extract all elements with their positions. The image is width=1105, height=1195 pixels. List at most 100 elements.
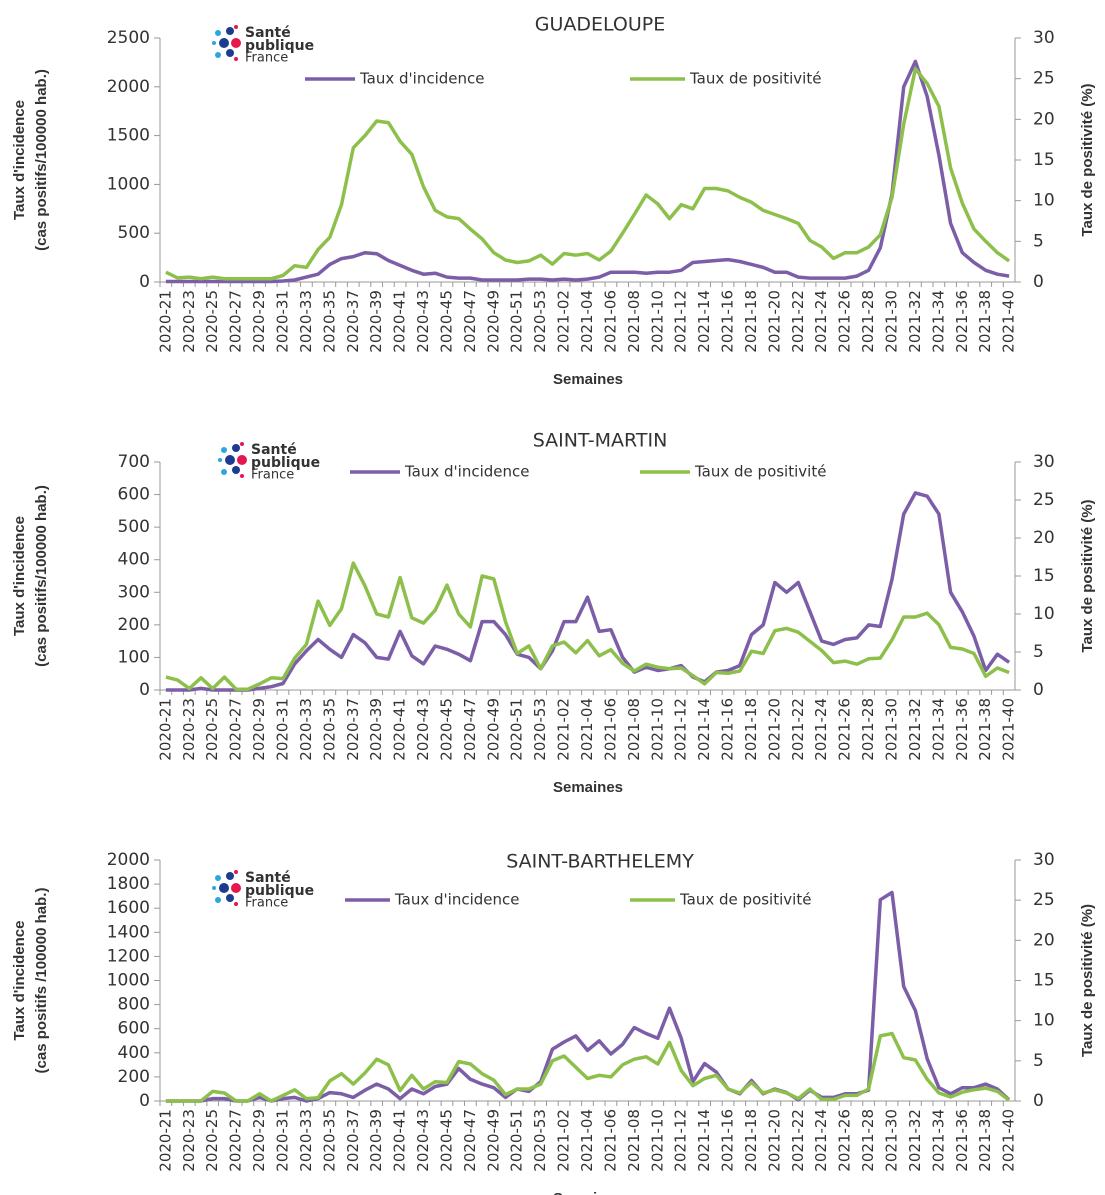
x-tick-label: 2021-26 <box>836 698 854 761</box>
x-tick-label: 2021-08 <box>625 698 643 761</box>
x-tick-label: 2020-25 <box>203 290 221 353</box>
x-tick-label: 2020-43 <box>414 290 432 353</box>
logo-dot <box>218 458 222 462</box>
x-tick-label: 2021-06 <box>601 1109 619 1172</box>
x-tick-label: 2021-30 <box>883 698 901 761</box>
series-line <box>165 561 1010 691</box>
x-tick-label: 2021-10 <box>648 1109 666 1172</box>
y-tick-label: 400 <box>118 550 150 570</box>
y-tick-label: 1000 <box>107 174 150 194</box>
logo-dot <box>215 875 221 881</box>
x-tick-label: 2021-34 <box>929 698 947 761</box>
x-tick-label: 2020-21 <box>156 290 174 353</box>
y-tick-label: 1400 <box>107 922 150 942</box>
logo-dot <box>240 442 244 446</box>
y2-tick-label: 30 <box>1033 452 1055 472</box>
x-tick-label: 2020-49 <box>484 698 502 761</box>
x-tick-label: 2020-47 <box>461 290 479 353</box>
y2-tick-label: 20 <box>1033 930 1055 950</box>
y2-tick-label: 15 <box>1033 150 1055 170</box>
x-tick-label: 2020-47 <box>461 698 479 761</box>
x-tick-label: 2021-20 <box>765 698 783 761</box>
y2-axis-label: Taux de positivité (%) <box>1079 904 1096 1057</box>
y-tick-label: 800 <box>118 995 150 1015</box>
y-tick-label: 600 <box>118 1019 150 1039</box>
x-tick-label: 2020-37 <box>344 1109 362 1172</box>
x-tick-label: 2020-25 <box>203 698 221 761</box>
legend-label: Taux d'incidence <box>359 70 485 88</box>
x-tick-label: 2020-39 <box>367 290 385 353</box>
y-axis-label: (cas positifs/100000 hab.) <box>33 69 50 251</box>
y-tick-label: 2500 <box>107 28 150 48</box>
x-tick-label: 2021-34 <box>929 290 947 353</box>
x-tick-label: 2021-38 <box>976 290 994 353</box>
x-tick-label: 2020-45 <box>437 698 455 761</box>
x-tick-label: 2021-36 <box>953 290 971 353</box>
y-axis-label: (cas positifs /100000 hab.) <box>33 888 50 1074</box>
x-tick-label: 2020-23 <box>180 290 198 353</box>
x-tick-label: 2020-41 <box>391 290 409 353</box>
series-line <box>165 491 1011 692</box>
x-tick-label: 2020-35 <box>320 698 338 761</box>
legend-label: Taux de positivité <box>679 891 811 909</box>
logo-text: Santé <box>251 442 297 458</box>
x-tick-label: 2020-37 <box>344 290 362 353</box>
x-tick-label: 2021-32 <box>906 698 924 761</box>
y2-tick-label: 5 <box>1033 231 1044 251</box>
y2-tick-label: 25 <box>1033 69 1055 89</box>
y-tick-label: 1600 <box>107 898 150 918</box>
chart-title: SAINT-MARTIN <box>533 430 668 452</box>
logo-dot <box>232 466 240 474</box>
logo-dot <box>234 902 238 906</box>
x-tick-label: 2020-47 <box>461 1109 479 1172</box>
x-tick-label: 2021-08 <box>625 1109 643 1172</box>
x-tick-label: 2020-41 <box>391 1109 409 1172</box>
x-tick-label: 2021-32 <box>906 1109 924 1172</box>
legend-label: Taux d'incidence <box>404 463 530 481</box>
y-tick-label: 2000 <box>107 850 150 870</box>
y-tick-label: 500 <box>118 517 150 537</box>
y-tick-label: 200 <box>118 615 150 635</box>
logo-text: France <box>245 51 288 66</box>
legend-label: Taux d'incidence <box>394 891 520 909</box>
x-tick-label: 2021-40 <box>1000 698 1018 761</box>
x-tick-label: 2020-45 <box>437 1109 455 1172</box>
series-line <box>165 1031 1011 1103</box>
x-tick-label: 2020-27 <box>227 290 245 353</box>
logo-dot <box>231 38 241 48</box>
x-tick-label: 2021-22 <box>789 290 807 353</box>
x-tick-label: 2021-28 <box>859 290 877 353</box>
x-tick-label: 2020-51 <box>508 1109 526 1172</box>
x-tick-label: 2021-18 <box>742 290 760 353</box>
logo-text: France <box>251 468 294 483</box>
x-tick-label: 2020-53 <box>531 290 549 353</box>
y2-axis-label: Taux de positivité (%) <box>1079 499 1096 652</box>
x-axis-label: Semaines <box>553 779 623 796</box>
x-tick-label: 2020-35 <box>320 1109 338 1172</box>
x-tick-label: 2021-36 <box>953 698 971 761</box>
logo-dot <box>234 57 238 61</box>
x-axis-label: Semaines <box>553 1190 623 1195</box>
x-tick-label: 2021-22 <box>789 1109 807 1172</box>
logo-dot <box>212 41 216 45</box>
y2-tick-label: 5 <box>1033 1051 1044 1071</box>
logo-text: France <box>245 896 288 911</box>
y2-axis-label: Taux de positivité (%) <box>1079 83 1096 236</box>
x-tick-label: 2021-16 <box>719 290 737 353</box>
x-tick-label: 2020-43 <box>414 698 432 761</box>
x-tick-label: 2020-51 <box>508 290 526 353</box>
logo-dot <box>231 883 241 893</box>
y-tick-label: 100 <box>118 647 150 667</box>
x-tick-label: 2020-29 <box>250 1109 268 1172</box>
logo-dot <box>232 444 240 452</box>
y-tick-label: 1200 <box>107 946 150 966</box>
logo-dot <box>226 872 234 880</box>
x-tick-label: 2020-33 <box>297 1109 315 1172</box>
logo-dot <box>215 30 221 36</box>
x-tick-label: 2021-04 <box>578 1109 596 1172</box>
y-tick-label: 0 <box>139 272 150 292</box>
x-tick-label: 2020-29 <box>250 698 268 761</box>
series-line <box>165 890 1011 1103</box>
x-tick-label: 2020-29 <box>250 290 268 353</box>
y2-tick-label: 0 <box>1033 272 1044 292</box>
